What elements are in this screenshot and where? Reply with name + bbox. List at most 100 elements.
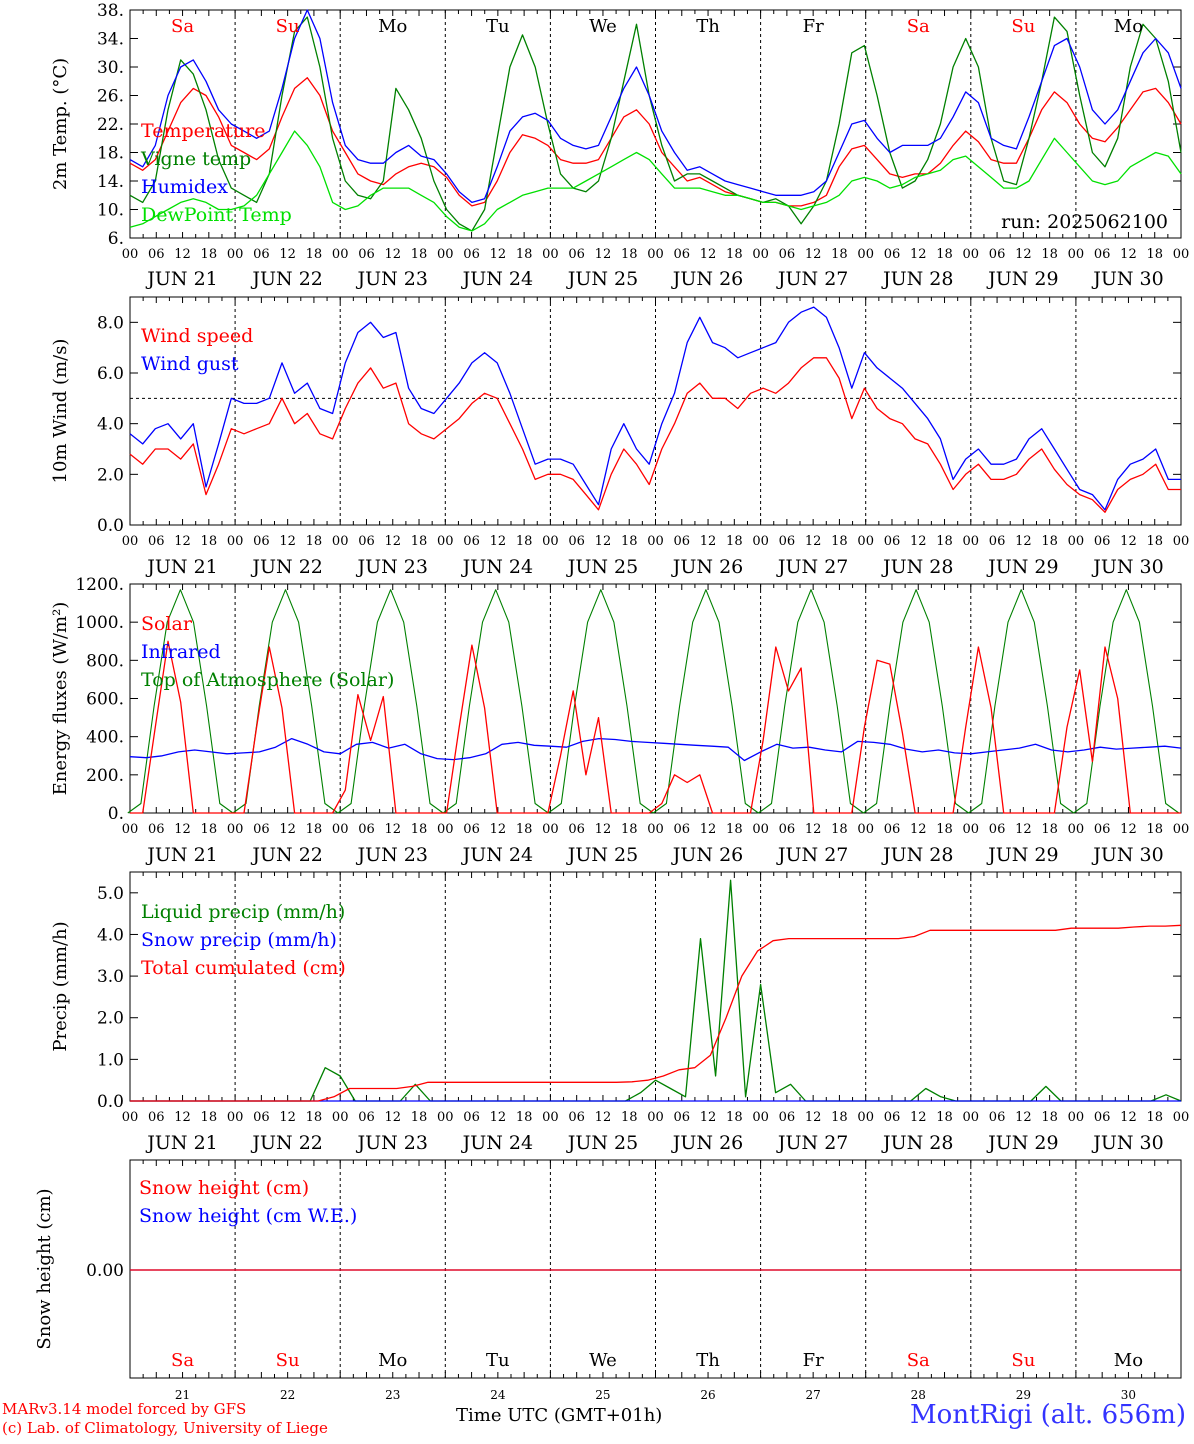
- wind-hour-label: 12: [490, 534, 507, 549]
- wind-hour-label: 12: [595, 534, 612, 549]
- precip-ytick-label: 4.0: [97, 925, 124, 945]
- temp-date-label: JUN 22: [250, 268, 322, 290]
- energy-hour-label: 06: [568, 822, 585, 837]
- temp-ytick-label: 38.: [97, 1, 124, 21]
- temp-hour-label: 06: [463, 247, 480, 262]
- energy-date-label: JUN 26: [671, 844, 743, 866]
- precip-hour-label: 12: [910, 1110, 927, 1125]
- x-axis-title: Time UTC (GMT+01h): [456, 1405, 662, 1426]
- precip-hour-label: 12: [1015, 1110, 1032, 1125]
- precip-hour-label: 06: [463, 1110, 480, 1125]
- snow-day-number: 21: [175, 1388, 190, 1402]
- precip-hour-label: 00: [1173, 1110, 1190, 1125]
- wind-date-label: JUN 21: [145, 556, 217, 578]
- temp-date-label: JUN 24: [461, 268, 533, 290]
- energy-hour-label: 00: [963, 822, 980, 837]
- temp-hour-label: 18: [726, 247, 743, 262]
- temp-hour-label: 18: [516, 247, 533, 262]
- energy-ytick-label: 1000.: [75, 613, 124, 633]
- temp-hour-label: 06: [884, 247, 901, 262]
- temp-ytick-label: 26.: [97, 87, 124, 107]
- energy-hour-label: 18: [411, 822, 428, 837]
- wind-date-label: JUN 27: [776, 556, 848, 578]
- wind-ytick-label: 4.0: [97, 415, 124, 435]
- wind-hour-label: 00: [963, 534, 980, 549]
- precip-hour-label: 06: [1094, 1110, 1111, 1125]
- temp-hour-label: 12: [910, 247, 927, 262]
- wind-hour-label: 12: [174, 534, 191, 549]
- precip-hour-label: 12: [805, 1110, 822, 1125]
- temp-legend-item: Temperature: [141, 120, 265, 142]
- energy-hour-label: 12: [174, 822, 191, 837]
- energy-hour-label: 00: [332, 822, 349, 837]
- temp-hour-label: 00: [227, 247, 244, 262]
- wind-hour-label: 06: [358, 534, 375, 549]
- wind-hour-label: 06: [148, 534, 165, 549]
- temp-hour-label: 18: [1146, 247, 1163, 262]
- x-axis-title-text: Time UTC (GMT+01h): [456, 1405, 663, 1426]
- energy-hour-label: 00: [437, 822, 454, 837]
- temp-hour-label: 12: [1015, 247, 1032, 262]
- temp-date-label: JUN 26: [671, 268, 743, 290]
- precip-hour-label: 06: [779, 1110, 796, 1125]
- energy-series-top-of-atmosphere: [652, 589, 759, 814]
- temp-date-label: JUN 27: [776, 268, 848, 290]
- energy-hour-label: 12: [1015, 822, 1032, 837]
- temp-hour-label: 00: [122, 247, 139, 262]
- precip-legend-item: Snow precip (mm/h): [141, 929, 337, 951]
- temp-ytick-label: 30.: [97, 58, 124, 78]
- energy-hour-label: 12: [490, 822, 507, 837]
- wind-ytick-label: 0.0: [97, 516, 124, 536]
- energy-date-label: JUN 29: [986, 844, 1058, 866]
- precip-hour-label: 06: [674, 1110, 691, 1125]
- temp-day-name: Fr: [803, 16, 824, 37]
- model-credit: MARv3.14 model forced by GFS (c) Lab. of…: [2, 1400, 328, 1438]
- energy-hour-label: 12: [700, 822, 717, 837]
- precip-date-label: JUN 28: [881, 1132, 953, 1154]
- wind-hour-label: 18: [1146, 534, 1163, 549]
- precip-hour-label: 00: [857, 1110, 874, 1125]
- precip-hour-label: 18: [306, 1110, 323, 1125]
- precip-hour-label: 18: [831, 1110, 848, 1125]
- energy-date-label: JUN 23: [356, 844, 428, 866]
- temp-day-name: Tu: [486, 16, 510, 37]
- snow-day-name: Th: [696, 1350, 720, 1371]
- precip-date-label: JUN 26: [671, 1132, 743, 1154]
- model-line: MARv3.14 model forced by GFS: [2, 1400, 247, 1418]
- temp-hour-label: 00: [1068, 247, 1085, 262]
- wind-date-label: JUN 25: [566, 556, 638, 578]
- wind-hour-label: 12: [805, 534, 822, 549]
- precip-hour-label: 12: [384, 1110, 401, 1125]
- wind-hour-label: 18: [1041, 534, 1058, 549]
- energy-hour-label: 00: [542, 822, 559, 837]
- energy-series-top-of-atmosphere: [863, 589, 969, 814]
- energy-hour-label: 18: [936, 822, 953, 837]
- temp-series-temperature: [129, 77, 1182, 207]
- energy-ytick-label: 0.: [108, 804, 124, 824]
- snow-day-name: Mo: [1114, 1350, 1143, 1371]
- energy-hour-label: 18: [831, 822, 848, 837]
- energy-ytick-label: 400.: [86, 728, 124, 748]
- energy-hour-label: 18: [1146, 822, 1163, 837]
- wind-series-wind-speed: [129, 357, 1181, 513]
- energy-ytick-label: 1200.: [75, 575, 124, 595]
- energy-hour-label: 00: [227, 822, 244, 837]
- temp-day-name: Mo: [1114, 16, 1143, 37]
- temp-day-name: Sa: [171, 16, 194, 37]
- precip-hour-label: 06: [884, 1110, 901, 1125]
- wind-hour-label: 06: [884, 534, 901, 549]
- temp-hour-label: 18: [1041, 247, 1058, 262]
- wind-hour-label: 12: [910, 534, 927, 549]
- precip-hour-label: 06: [148, 1110, 165, 1125]
- temp-day-name: Th: [696, 16, 720, 37]
- energy-series-top-of-atmosphere: [337, 589, 444, 814]
- precip-hour-label: 18: [726, 1110, 743, 1125]
- precip-date-label: JUN 23: [356, 1132, 428, 1154]
- temp-hour-label: 06: [989, 247, 1006, 262]
- energy-series-solar: [130, 640, 1181, 814]
- snow-day-number: 30: [1121, 1388, 1136, 1402]
- temp-hour-label: 12: [805, 247, 822, 262]
- wind-ytick-label: 6.0: [97, 364, 124, 384]
- wind-hour-label: 00: [857, 534, 874, 549]
- wind-hour-label: 06: [779, 534, 796, 549]
